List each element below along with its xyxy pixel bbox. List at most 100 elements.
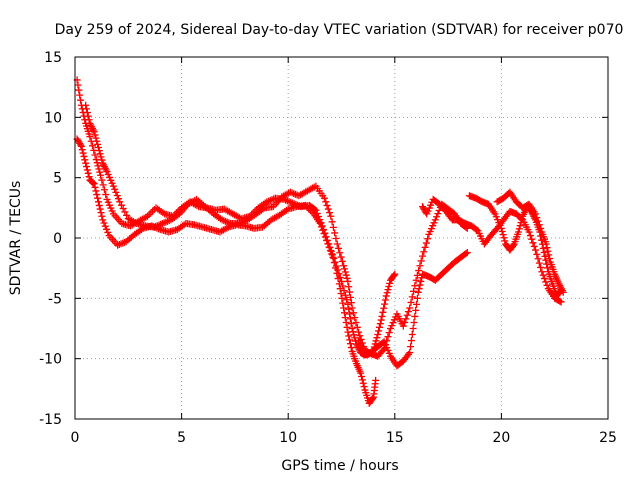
data-point	[433, 213, 441, 221]
data-point	[326, 247, 334, 255]
data-point	[82, 101, 90, 109]
data-point	[346, 310, 354, 318]
x-axis-tick-labels: 0 5 10 15 20 25	[71, 430, 617, 446]
data-point	[96, 150, 104, 158]
data-point	[530, 242, 538, 250]
data-point	[91, 131, 99, 139]
data-point	[119, 205, 127, 213]
data-point	[113, 192, 121, 200]
series-satellite-track-2	[73, 135, 380, 407]
data-point	[97, 171, 105, 179]
data-point	[95, 147, 103, 155]
data-point	[97, 153, 105, 161]
data-point	[343, 323, 351, 331]
data-point	[77, 96, 85, 104]
data-point	[415, 267, 423, 275]
data-point	[344, 300, 352, 308]
data-point	[543, 264, 551, 272]
series-satellite-track-6	[465, 192, 565, 300]
data-point	[358, 373, 366, 381]
data-point	[78, 146, 86, 154]
data-point	[348, 304, 356, 312]
data-point	[374, 331, 382, 339]
data-point	[328, 218, 336, 226]
data-point	[342, 318, 350, 326]
data-point	[94, 194, 102, 202]
y-tick-label: -5	[48, 291, 62, 307]
data-point	[94, 140, 102, 148]
data-point	[340, 262, 348, 270]
data-point	[407, 298, 415, 306]
data-point	[540, 248, 548, 256]
x-axis-title: GPS time / hours	[281, 458, 398, 474]
data-point	[420, 248, 428, 256]
data-point	[147, 209, 155, 217]
data-point	[327, 212, 335, 220]
data-point	[109, 182, 117, 190]
data-point	[386, 279, 394, 287]
data-point	[93, 137, 101, 145]
data-point	[340, 265, 348, 273]
data-point	[538, 268, 546, 276]
plot-frame	[74, 56, 609, 420]
data-point	[333, 240, 341, 248]
data-point	[329, 253, 337, 261]
data-point	[326, 209, 334, 217]
data-point	[545, 251, 553, 259]
data-point	[407, 343, 415, 351]
data-point	[424, 235, 432, 243]
data-point	[422, 239, 430, 247]
data-point	[116, 198, 124, 206]
data-point	[340, 304, 348, 312]
data-point	[92, 187, 100, 195]
data-point	[413, 300, 421, 308]
data-point	[534, 255, 542, 263]
data-point	[83, 166, 91, 174]
data-point	[415, 285, 423, 293]
data-point	[546, 255, 554, 263]
data-point	[348, 325, 356, 332]
data-point	[322, 198, 330, 206]
data-point	[544, 247, 552, 255]
data-point	[336, 285, 344, 293]
data-point	[391, 270, 399, 278]
data-point	[375, 327, 383, 335]
data-point	[378, 312, 386, 320]
data-point	[514, 228, 522, 236]
data-point	[349, 309, 357, 317]
data-point	[100, 186, 108, 194]
data-point	[542, 278, 550, 286]
data-point	[111, 185, 119, 193]
data-point	[331, 229, 339, 237]
data-point	[343, 274, 351, 282]
data-point	[340, 309, 348, 317]
data-point	[121, 208, 129, 216]
data-point	[104, 228, 112, 236]
data-point	[102, 191, 110, 199]
data-point	[413, 271, 421, 279]
data-point	[317, 223, 325, 231]
data-point	[320, 194, 328, 202]
data-point	[357, 369, 365, 377]
data-point	[408, 331, 416, 339]
data-point	[88, 142, 96, 150]
data-point	[529, 239, 537, 247]
data-point	[557, 298, 565, 306]
data-point	[345, 283, 353, 291]
data-point	[375, 323, 383, 331]
data-point	[411, 312, 419, 320]
data-point	[399, 322, 407, 330]
data-point	[350, 331, 358, 339]
data-point	[516, 222, 524, 230]
data-point	[91, 151, 99, 159]
x-tick-label: 15	[386, 430, 404, 446]
y-tick-label: -15	[39, 412, 62, 428]
data-point	[509, 241, 517, 249]
data-point	[539, 271, 547, 279]
data-point	[539, 244, 547, 252]
data-point	[499, 231, 507, 239]
chart-title: Day 259 of 2024, Sidereal Day-to-day VTE…	[55, 22, 624, 38]
data-point	[385, 283, 393, 291]
data-point	[77, 141, 85, 149]
data-point	[408, 293, 416, 301]
